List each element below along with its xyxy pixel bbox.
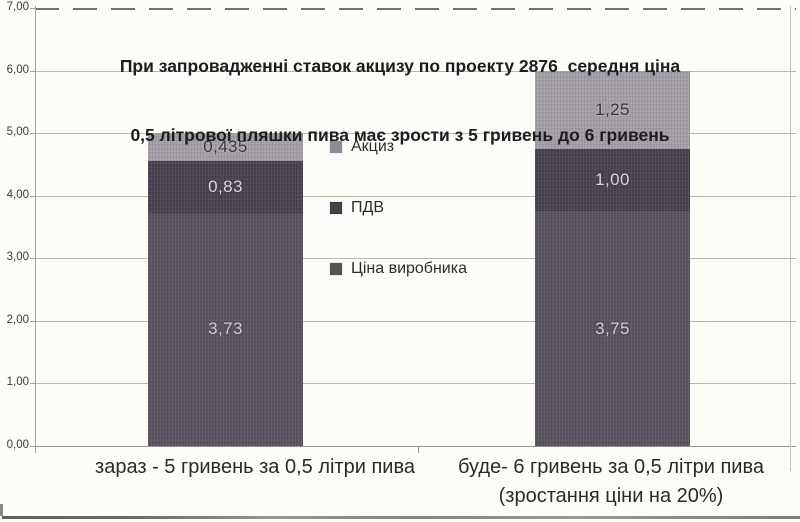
legend-label-vat: ПДВ	[351, 199, 385, 216]
gridline	[35, 320, 796, 322]
x-axis-label-now: зараз - 5 гривень за 0,5 літри пива	[35, 453, 475, 482]
scan-artifact-bottom-edge	[2, 516, 800, 519]
gridline	[35, 383, 796, 385]
y-axis-tick	[30, 8, 35, 9]
y-axis-tick-label: 3,00	[6, 251, 29, 264]
bar-segment-producer-price: 3,73	[148, 212, 303, 446]
x-axis-label-line: (зростання ціни на 20%)	[498, 485, 724, 507]
y-axis-tick-label: 4,00	[6, 188, 29, 201]
y-axis-tick-label: 1,00	[6, 376, 29, 389]
bar-value-label: 3,75	[595, 318, 630, 338]
y-axis-tick	[30, 133, 35, 135]
legend-item-producer-price: Ціна виробника	[330, 260, 467, 278]
legend-label-excise: Акциз	[351, 138, 395, 155]
gridline	[35, 195, 796, 197]
gridline	[35, 258, 796, 260]
chart-title-line1: При запровадженні ставок акцизу по проек…	[119, 56, 681, 76]
y-axis-tick	[30, 195, 35, 197]
x-axis-label-future: буде- 6 гривень за 0,5 літри пива (зроста…	[401, 453, 800, 511]
y-axis-tick	[30, 446, 35, 447]
y-axis-tick	[30, 70, 35, 72]
x-axis-label-line: буде- 6 гривень за 0,5 літри пива	[457, 456, 765, 478]
gridline	[35, 70, 796, 72]
gridline	[35, 133, 796, 135]
legend-item-excise: Акциз	[330, 138, 394, 156]
gridline	[35, 8, 796, 10]
bar-segment-vat: 1,00	[535, 148, 690, 212]
y-axis-tick-label: 6,00	[6, 63, 29, 76]
y-axis-tick	[30, 383, 35, 385]
category-axis-tick	[418, 446, 419, 453]
y-axis-tick	[30, 258, 35, 260]
bar-segment-producer-price: 3,75	[535, 211, 690, 446]
legend-swatch-excise	[330, 141, 342, 153]
bar-value-label: 0,83	[208, 176, 243, 196]
legend-swatch-producer-price	[330, 263, 342, 275]
y-axis-line	[35, 6, 36, 453]
x-axis-label-line: зараз - 5 гривень за 0,5 літри пива	[95, 456, 415, 478]
bar-value-label: 0,435	[203, 137, 248, 157]
plot-right-frame	[790, 6, 791, 471]
y-axis-tick-label: 5,00	[6, 126, 29, 139]
bar-segment-vat: 0,83	[148, 160, 303, 213]
bar-segment-excise: 1,25	[535, 70, 690, 149]
bar-value-label: 3,73	[208, 319, 243, 339]
legend-item-vat: ПДВ	[330, 199, 384, 217]
bar-value-label: 1,25	[595, 99, 630, 119]
bar-value-label: 1,00	[595, 170, 630, 190]
bar-segment-excise: 0,435	[148, 133, 303, 161]
y-axis-tick-label: 0,00	[6, 439, 29, 451]
gridline	[35, 446, 796, 447]
legend-swatch-vat	[330, 202, 342, 214]
y-axis-tick-label: 7,00	[6, 1, 29, 13]
y-axis-tick	[30, 320, 35, 322]
chart-title-line2: 0,5 літрової пляшки пива має зрости з 5 …	[130, 125, 670, 145]
legend-label-producer-price: Ціна виробника	[351, 260, 467, 277]
scan-artifact-corner	[0, 504, 3, 516]
chart-title: При запровадженні ставок акцизу по проек…	[65, 9, 735, 193]
y-axis-tick-label: 2,00	[6, 313, 29, 326]
